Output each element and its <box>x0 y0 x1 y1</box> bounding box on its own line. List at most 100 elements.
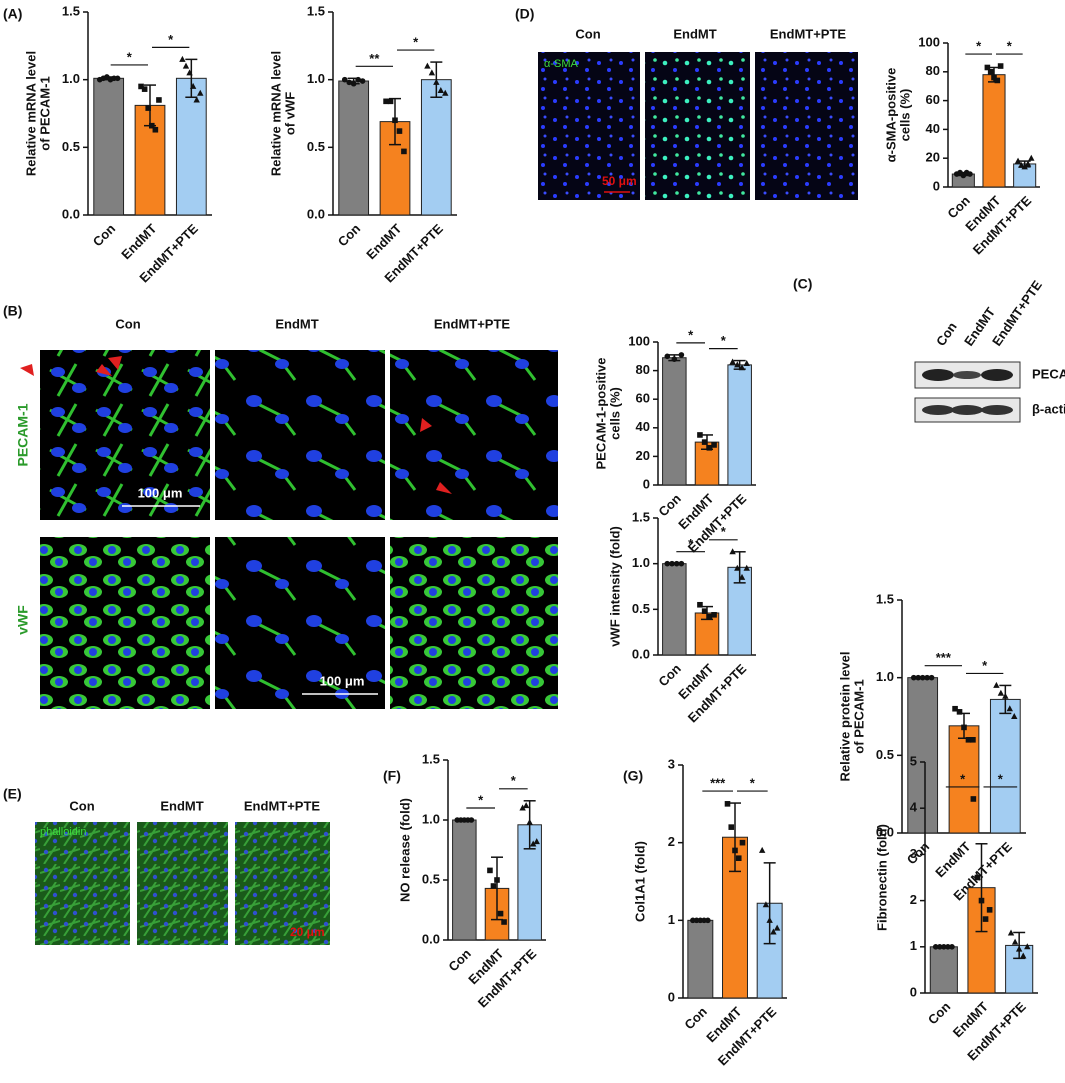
data-point <box>156 97 162 103</box>
micrograph <box>215 537 385 709</box>
data-point <box>350 80 357 87</box>
bar <box>175 77 207 216</box>
y-tick-label: 2 <box>668 834 675 849</box>
data-point <box>978 897 985 904</box>
data-point <box>114 75 121 82</box>
data-point <box>910 674 917 681</box>
micrograph <box>137 822 228 945</box>
significance-label: * <box>721 524 727 539</box>
micrograph <box>235 822 330 945</box>
bar <box>982 74 1006 188</box>
band <box>981 405 1013 415</box>
y-tick-label: 1.0 <box>307 71 325 86</box>
data-point <box>952 705 958 712</box>
significance-label: * <box>688 327 694 342</box>
data-point <box>743 359 750 366</box>
bar <box>338 80 370 216</box>
data-point <box>928 674 935 681</box>
significance-label: * <box>750 775 756 790</box>
data-point <box>189 82 197 89</box>
scale-bar-label: 20 μm <box>290 925 325 939</box>
data-point <box>919 674 926 681</box>
data-point <box>697 432 703 438</box>
data-point <box>396 128 403 134</box>
y-axis-label: of PECAM-1 <box>851 679 866 753</box>
data-point <box>437 86 444 93</box>
data-point <box>941 944 947 950</box>
data-point <box>701 439 708 445</box>
data-point <box>739 839 746 846</box>
data-point <box>141 86 148 92</box>
y-tick-label: 0.0 <box>62 206 80 221</box>
x-tick-label: Con <box>655 491 684 520</box>
column-label: Con <box>69 798 94 813</box>
y-tick-label: 1.5 <box>62 3 80 18</box>
x-tick-label: Con <box>90 221 119 250</box>
y-tick-label: 20 <box>636 448 650 463</box>
y-tick-label: 5 <box>910 753 917 768</box>
y-tick-label: 0.0 <box>307 206 325 221</box>
data-point <box>428 69 436 76</box>
significance-label: * <box>413 35 419 50</box>
bar <box>727 364 752 486</box>
column-label: EndMT+PTE <box>434 316 511 331</box>
band <box>922 405 954 415</box>
data-point <box>678 560 685 567</box>
y-tick-label: 1.0 <box>632 555 650 570</box>
row-label: PECAM-1 <box>15 403 31 466</box>
data-point <box>1007 929 1015 936</box>
significance-label: * <box>976 38 982 53</box>
significance-label: ** <box>369 51 380 66</box>
y-tick-label: 0.0 <box>632 646 650 661</box>
column-label: EndMT <box>160 798 203 813</box>
y-tick-label: 0.0 <box>876 824 894 839</box>
data-point <box>1018 161 1025 168</box>
x-tick-label: Con <box>335 221 364 250</box>
data-point <box>1011 938 1019 945</box>
y-tick-label: 0 <box>668 989 675 1004</box>
y-axis-label: Relative mRNA level <box>23 51 38 176</box>
y-axis-label: PECAM-1-positive <box>593 358 608 470</box>
micrograph <box>215 350 385 520</box>
micrograph <box>390 350 558 520</box>
data-point <box>401 148 407 155</box>
bar <box>948 725 980 834</box>
y-tick-label: 100 <box>918 34 940 49</box>
x-tick-label: Con <box>925 999 954 1028</box>
scale-bar-label: 50 μm <box>602 174 637 188</box>
band <box>953 371 981 379</box>
micrograph <box>40 537 210 709</box>
data-point <box>932 944 939 950</box>
data-point <box>673 560 680 567</box>
y-axis-label: of vWF <box>282 92 297 135</box>
data-point <box>355 76 361 83</box>
data-point <box>341 76 348 83</box>
data-point <box>705 917 711 924</box>
data-point <box>1011 713 1018 719</box>
column-label: EndMT+PTE <box>244 798 321 813</box>
column-label: EndMT+PTE <box>770 26 847 41</box>
data-point <box>986 907 993 913</box>
y-axis-label: vWF intensity (fold) <box>607 526 622 647</box>
y-tick-label: 1.5 <box>632 509 650 524</box>
y-tick-label: 0 <box>643 476 650 491</box>
micrograph <box>35 822 130 945</box>
data-point <box>182 62 190 69</box>
micrograph <box>40 350 210 520</box>
significance-label: *** <box>710 775 726 790</box>
data-point <box>766 916 773 923</box>
data-point <box>970 737 976 743</box>
data-point <box>732 847 738 854</box>
data-point <box>728 824 735 830</box>
y-tick-label: 60 <box>926 92 940 107</box>
data-point <box>945 944 951 950</box>
data-point <box>738 364 746 371</box>
data-point <box>1028 154 1035 161</box>
data-point <box>145 105 152 111</box>
lane-label: Con <box>933 319 960 348</box>
column-label: Con <box>115 316 140 331</box>
panel-label: (G) <box>623 768 643 784</box>
x-tick-label: EndMT <box>118 221 159 262</box>
data-point <box>949 944 955 950</box>
